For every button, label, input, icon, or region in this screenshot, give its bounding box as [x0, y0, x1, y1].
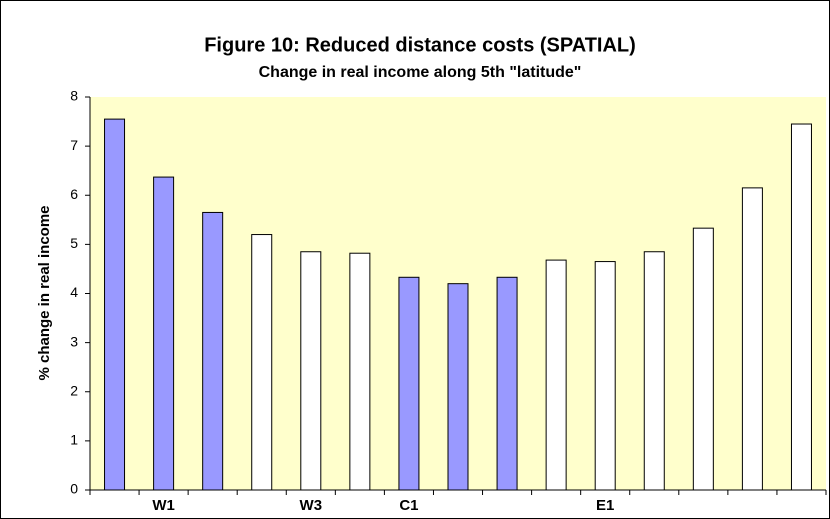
bar: [349, 252, 371, 491]
bar: [741, 187, 763, 491]
bar: [251, 234, 273, 491]
bar: [153, 176, 175, 491]
y-tick-label: 4: [70, 284, 78, 300]
y-tick-label: 7: [70, 137, 78, 153]
bar: [692, 227, 714, 491]
x-tick-label: W1: [152, 497, 175, 514]
bar: [398, 276, 420, 491]
chart-title: Figure 10: Reduced distance costs (SPATI…: [204, 34, 636, 56]
y-tick-label: 1: [70, 432, 78, 448]
y-tick-label: 5: [70, 235, 78, 251]
y-tick-label: 6: [70, 186, 78, 202]
chart-subtitle: Change in real income along 5th "latitud…: [259, 64, 582, 81]
y-axis-label: % change in real income: [36, 205, 53, 380]
x-tick-label: W3: [300, 497, 323, 514]
x-tick-label: E1: [596, 497, 614, 514]
y-tick-label: 3: [70, 333, 78, 349]
y-tick-label: 0: [70, 481, 78, 497]
bar: [594, 261, 616, 491]
y-tick-label: 2: [70, 382, 78, 398]
bar: [447, 283, 469, 491]
bar: [104, 118, 126, 491]
bar: [545, 259, 567, 491]
bar: [496, 276, 518, 491]
y-tick-label: 8: [70, 88, 78, 104]
x-tick-label: C1: [399, 497, 418, 514]
bar: [643, 251, 665, 491]
bar: [202, 211, 224, 491]
bar: [300, 251, 322, 491]
bar: [790, 123, 812, 491]
